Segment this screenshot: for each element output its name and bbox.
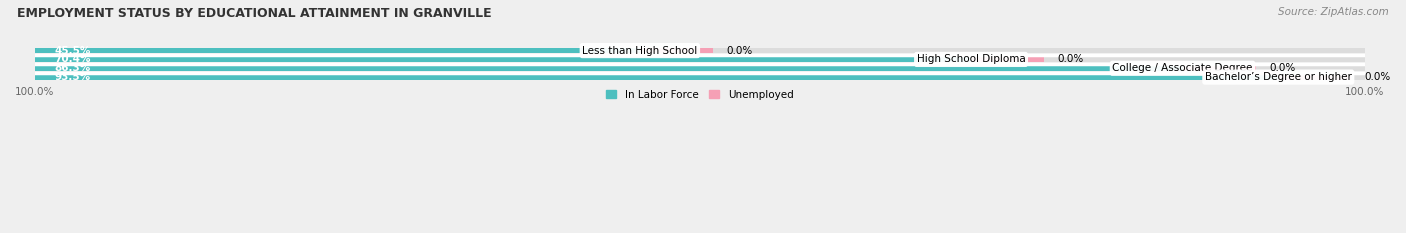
Bar	[35, 57, 1365, 62]
Bar	[35, 65, 1182, 71]
Text: High School Diploma: High School Diploma	[917, 55, 1025, 64]
Text: 0.0%: 0.0%	[727, 46, 752, 56]
Text: 0.0%: 0.0%	[1365, 72, 1391, 82]
Text: Less than High School: Less than High School	[582, 46, 697, 56]
Text: 70.4%: 70.4%	[55, 55, 91, 64]
Bar	[972, 57, 1045, 62]
Text: Bachelor’s Degree or higher: Bachelor’s Degree or higher	[1205, 72, 1351, 82]
Legend: In Labor Force, Unemployed: In Labor Force, Unemployed	[602, 86, 797, 104]
Bar	[1278, 74, 1351, 80]
Text: 93.5%: 93.5%	[55, 72, 91, 82]
Text: EMPLOYMENT STATUS BY EDUCATIONAL ATTAINMENT IN GRANVILLE: EMPLOYMENT STATUS BY EDUCATIONAL ATTAINM…	[17, 7, 492, 20]
Text: 86.3%: 86.3%	[55, 63, 91, 73]
Bar	[35, 74, 1365, 80]
Text: 45.5%: 45.5%	[55, 46, 91, 56]
Text: 0.0%: 0.0%	[1270, 63, 1295, 73]
Text: Source: ZipAtlas.com: Source: ZipAtlas.com	[1278, 7, 1389, 17]
Bar	[35, 57, 972, 62]
Bar	[1182, 65, 1256, 71]
Bar	[35, 48, 1365, 53]
Text: 0.0%: 0.0%	[1057, 55, 1084, 64]
Bar	[35, 74, 1278, 80]
Text: College / Associate Degree: College / Associate Degree	[1112, 63, 1253, 73]
Bar	[35, 65, 1365, 71]
Bar	[35, 48, 640, 53]
Bar	[640, 48, 713, 53]
